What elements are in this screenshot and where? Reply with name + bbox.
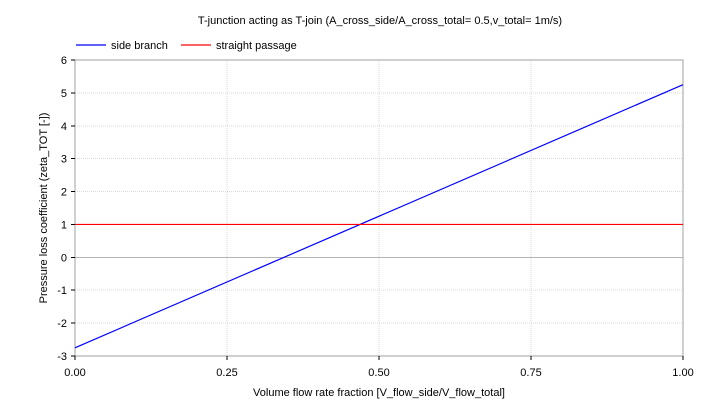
x-axis-label: Volume flow rate fraction [V_flow_side/V…: [253, 387, 505, 399]
x-tick-label: 0.25: [216, 367, 237, 379]
legend: side branch straight passage: [76, 40, 297, 52]
y-axis-label: Pressure loss coefficient (zeta_TOT [-]): [38, 113, 50, 304]
legend-label: side branch: [111, 40, 168, 52]
axes: 0.00 0.25 0.50 0.75 1.00 -3 -2 -1 0 1 2 3 4 5 6: [57, 55, 693, 379]
x-tick-label: 1.00: [672, 367, 693, 379]
y-tick-label: 4: [61, 121, 67, 133]
y-tick-label: -2: [57, 318, 67, 330]
y-tick-label: 6: [61, 55, 67, 67]
y-tick-label: 0: [61, 252, 67, 264]
y-tick-label: -1: [57, 285, 67, 297]
series-layer: [74, 84, 684, 349]
legend-label: straight passage: [216, 40, 297, 52]
chart-title: T-junction acting as T-join (A_cross_sid…: [198, 15, 562, 27]
y-tick-label: 3: [61, 154, 67, 166]
y-tick-label: 1: [61, 219, 67, 231]
x-tick-label: 0.75: [520, 367, 541, 379]
y-tick-label: 2: [61, 187, 67, 199]
y-tick-label: 5: [61, 88, 67, 100]
series-line-0: [74, 84, 684, 349]
y-tick-label: -3: [57, 351, 67, 363]
x-tick-label: 0.50: [368, 367, 389, 379]
gridlines: [74, 59, 684, 357]
x-tick-label: 0.00: [64, 367, 85, 379]
